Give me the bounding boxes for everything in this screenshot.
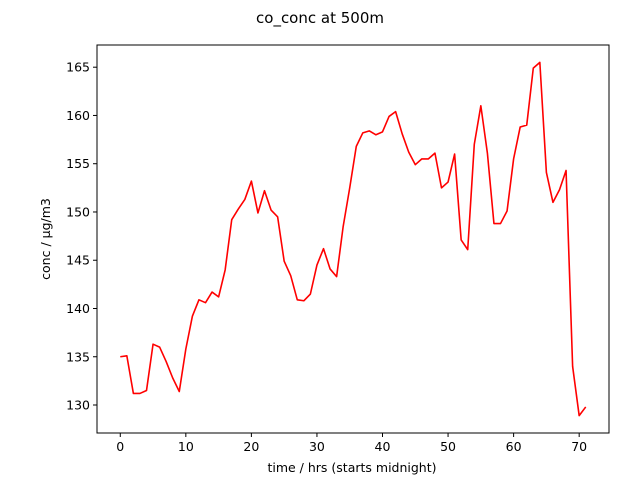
y-axis-label: conc / μg/m3	[38, 198, 53, 280]
x-tick-label: 40	[375, 439, 391, 454]
y-tick-label: 140	[66, 301, 90, 316]
y-tick-label: 135	[66, 349, 90, 364]
y-tick-label: 160	[66, 108, 90, 123]
series-line	[120, 61, 587, 417]
x-tick-label: 30	[309, 439, 325, 454]
y-tick-label: 145	[66, 253, 90, 268]
chart-title: co_conc at 500m	[256, 9, 384, 28]
x-axis: 0 10 20 30 40 50 60 70	[116, 433, 587, 454]
plot-frame	[96, 44, 610, 434]
x-axis-label: time / hrs (starts midnight)	[267, 460, 436, 475]
x-tick-label: 10	[178, 439, 194, 454]
x-tick-label: 20	[243, 439, 259, 454]
x-tick-label: 70	[571, 439, 587, 454]
y-tick-label: 130	[66, 398, 90, 413]
y-tick-label: 155	[66, 156, 90, 171]
x-tick-label: 0	[116, 439, 124, 454]
y-tick-label: 165	[66, 60, 90, 75]
x-tick-label: 60	[506, 439, 522, 454]
plot-series	[120, 61, 587, 417]
y-axis: 130 135 140 145 150 155 160 165	[66, 60, 97, 413]
x-tick-label: 50	[440, 439, 456, 454]
y-tick-label: 150	[66, 204, 90, 219]
